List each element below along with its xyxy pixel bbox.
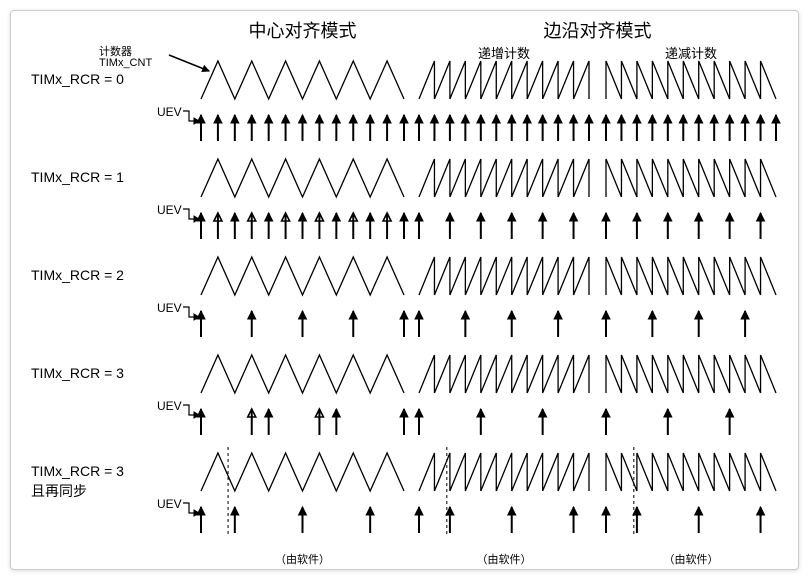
center-cell: [201, 159, 404, 243]
upcount-cell: [419, 159, 589, 243]
downcount-cell: [606, 355, 776, 439]
center-cell: [201, 257, 404, 341]
center-cell: [201, 61, 404, 145]
row-label: TIMx_RCR = 3: [31, 463, 186, 479]
diagram-frame: 中心对齐模式 边沿对齐模式 递增计数 递减计数 计数器 TIMx_CNT TIM…: [10, 10, 799, 570]
downcount-cell: [606, 61, 776, 145]
footnote-down: （由软件）: [606, 551, 776, 567]
uev-label: UEV: [157, 497, 182, 511]
page: 中心对齐模式 边沿对齐模式 递增计数 递减计数 计数器 TIMx_CNT TIM…: [0, 0, 809, 580]
downcount-cell: [606, 453, 776, 537]
upcount-cell: [419, 61, 589, 145]
footnote-up: （由软件）: [419, 551, 589, 567]
downcount-cell: [606, 257, 776, 341]
uev-label: UEV: [157, 399, 182, 413]
upcount-cell: [419, 355, 589, 439]
footnote-center: （由软件）: [201, 551, 404, 567]
uev-label: UEV: [157, 203, 182, 217]
row-label: TIMx_RCR = 3: [31, 365, 186, 381]
center-cell: [201, 453, 404, 537]
center-cell: [201, 355, 404, 439]
downcount-cell: [606, 159, 776, 243]
title-center-aligned: 中心对齐模式: [201, 17, 404, 43]
row-label: TIMx_RCR = 1: [31, 169, 186, 185]
uev-label: UEV: [157, 105, 182, 119]
uev-label: UEV: [157, 301, 182, 315]
subtitle-upcount: 递增计数: [419, 43, 589, 62]
counter-pointer-icon: [99, 43, 199, 93]
upcount-cell: [419, 257, 589, 341]
row-label: TIMx_RCR = 2: [31, 267, 186, 283]
title-edge-aligned: 边沿对齐模式: [419, 17, 776, 43]
upcount-cell: [419, 453, 589, 537]
subtitle-downcount: 递减计数: [606, 43, 776, 62]
